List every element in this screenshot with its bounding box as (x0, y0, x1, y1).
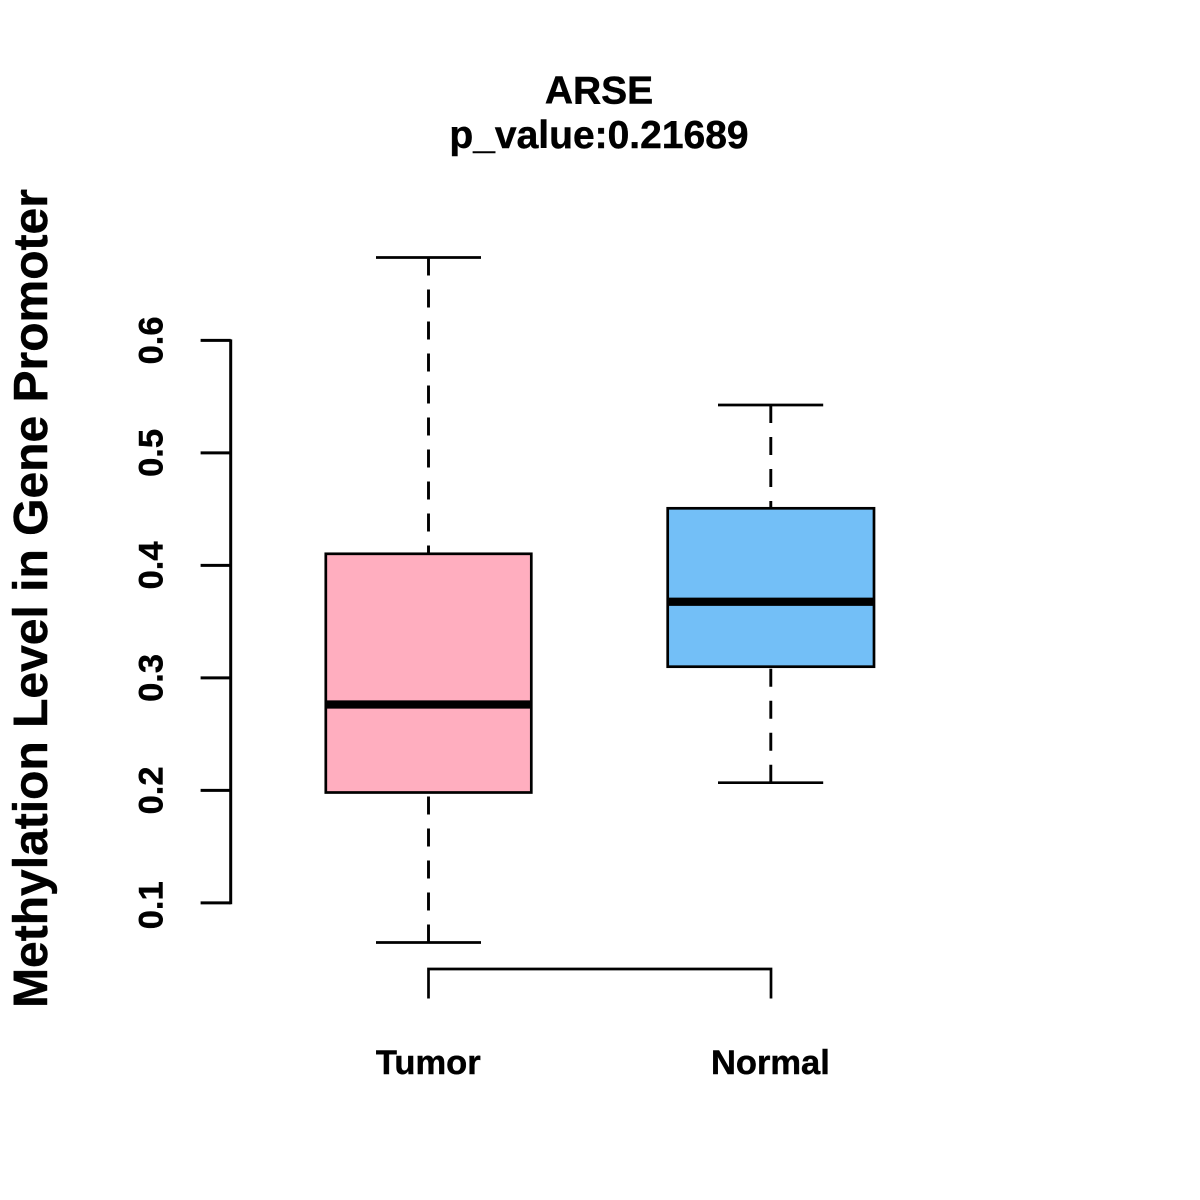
svg-text:Methylation Level in Gene Prom: Methylation Level in Gene Promoter (5, 189, 58, 1008)
svg-text:Normal: Normal (711, 1044, 830, 1082)
svg-text:Tumor: Tumor (376, 1044, 481, 1082)
svg-text:0.1: 0.1 (133, 881, 171, 929)
svg-text:ARSE: ARSE (545, 70, 653, 113)
svg-text:0.2: 0.2 (133, 766, 171, 814)
svg-text:0.5: 0.5 (133, 429, 171, 477)
svg-text:0.3: 0.3 (133, 654, 171, 702)
svg-text:0.4: 0.4 (133, 541, 171, 589)
svg-text:0.6: 0.6 (133, 316, 171, 364)
svg-text:p_value:0.21689: p_value:0.21689 (449, 114, 748, 157)
